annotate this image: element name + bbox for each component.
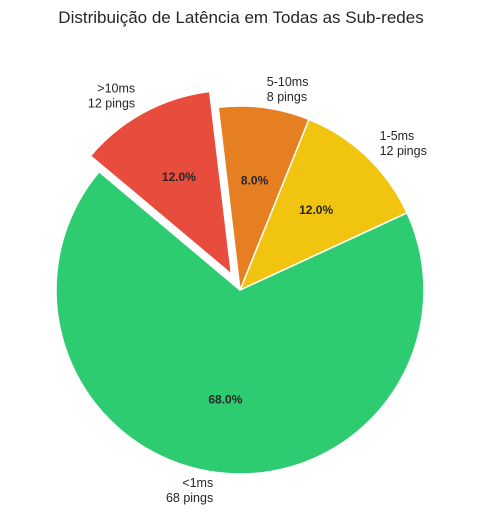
slice-category-label: <1ms 68 pings xyxy=(166,476,213,505)
pie-slice xyxy=(217,105,310,291)
slice-category-label: 5-10ms 8 pings xyxy=(267,75,309,104)
slice-category: <1ms xyxy=(182,476,213,490)
slice-percent-label: 8.0% xyxy=(241,174,269,188)
slice-category-label: >10ms 12 pings xyxy=(88,82,135,111)
slice-percent-label: 68.0% xyxy=(208,392,242,406)
slice-count: 8 pings xyxy=(267,90,307,104)
pie-slice xyxy=(55,170,425,475)
slice-count: 12 pings xyxy=(380,144,427,158)
slice-percent-label: 12.0% xyxy=(299,203,333,217)
slice-count: 68 pings xyxy=(166,491,213,505)
slices-layer xyxy=(55,90,425,475)
slice-count: 12 pings xyxy=(88,97,135,111)
slice-percent-label: 12.0% xyxy=(162,170,196,184)
slice-category: 1-5ms xyxy=(380,129,415,143)
chart-title: Distribuição de Latência em Todas as Sub… xyxy=(58,8,423,27)
pie-slice xyxy=(239,118,408,291)
slice-category: 5-10ms xyxy=(267,75,309,89)
slice-category-label: 1-5ms 12 pings xyxy=(380,129,427,158)
pie-slice xyxy=(89,90,233,275)
slice-category: >10ms xyxy=(97,82,135,96)
